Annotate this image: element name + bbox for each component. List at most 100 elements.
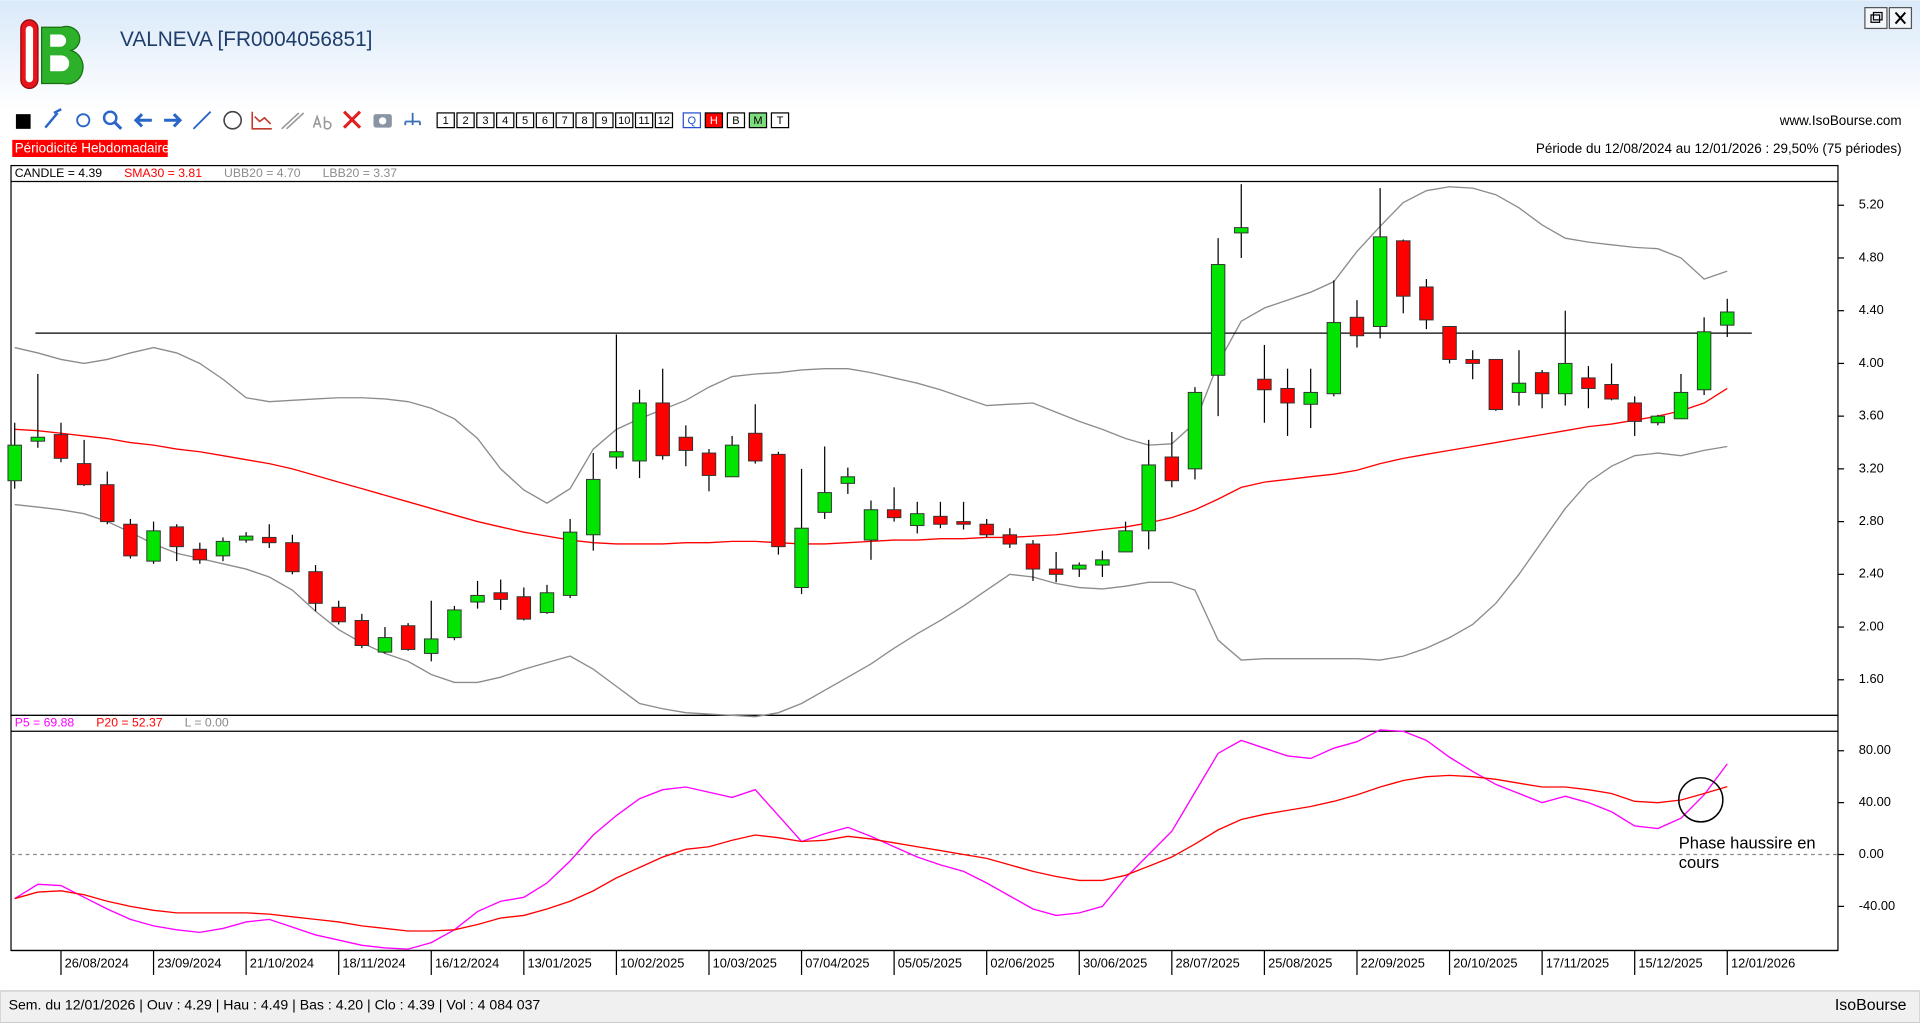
period-button[interactable] [654, 112, 674, 129]
y-tick-label: 3.60 [1859, 408, 1884, 423]
restore-button[interactable] [1864, 7, 1888, 30]
candle-body [146, 530, 161, 562]
close-button[interactable] [1888, 7, 1913, 30]
channel-tool[interactable] [281, 112, 305, 130]
pen-tool[interactable] [44, 108, 62, 129]
candle-body [1673, 391, 1689, 420]
y-tick-label: 2.80 [1859, 513, 1884, 528]
candle-body [238, 535, 254, 541]
candle-body [470, 594, 485, 603]
y-tick-label: 80.00 [1859, 742, 1891, 757]
candle-body [1465, 358, 1480, 364]
status-text: Sem. du 12/01/2026 | Ouv : 4.29 | Hau : … [9, 996, 541, 1012]
x-tick-label: 28/07/2025 [1176, 955, 1240, 970]
x-tick-label: 21/10/2024 [250, 955, 314, 970]
candle-body [1280, 387, 1295, 404]
zoom-tool[interactable] [102, 110, 118, 126]
color-tool[interactable] [15, 114, 31, 129]
window-title: VALNEVA [FR0004056851] [120, 28, 372, 51]
period-info: Période du 12/08/2024 au 12/01/2026 : 29… [1536, 141, 1902, 156]
candle-body [331, 606, 346, 623]
legend-entry: LBB20 = 3.37 [323, 166, 398, 180]
period-label: 5 [522, 115, 528, 127]
period-label: 7 [562, 115, 568, 127]
period-button[interactable] [615, 112, 634, 129]
candle-body [1650, 415, 1666, 424]
y-tick-label: 2.40 [1859, 566, 1884, 581]
target-tool[interactable] [76, 113, 91, 128]
period-button[interactable] [555, 112, 574, 129]
legend-entry: P5 = 69.88 [15, 716, 75, 730]
candle-body [701, 452, 717, 476]
annotation-circle [1678, 777, 1724, 823]
candle-body [1141, 464, 1156, 532]
candle-body [1257, 378, 1272, 391]
x-tick-label: 20/10/2025 [1453, 955, 1517, 970]
delete-tool[interactable] [342, 110, 362, 129]
candle-body [123, 523, 138, 557]
circle-tool[interactable] [223, 110, 243, 130]
x-tick-label: 10/03/2025 [713, 955, 777, 970]
mode-button[interactable] [726, 112, 746, 129]
candle-body [1581, 377, 1596, 389]
candle-body [1419, 286, 1434, 321]
candle-body [794, 527, 809, 589]
candle-body [1488, 358, 1504, 411]
annotation: Phase haussire en [1679, 833, 1816, 852]
text-tool[interactable] [312, 114, 332, 130]
period-button[interactable] [456, 112, 475, 129]
period-label: 1 [443, 115, 449, 127]
legend-entry: SMA30 = 3.81 [124, 166, 202, 180]
x-tick-label: 18/11/2024 [342, 955, 405, 970]
x-tick-label: 15/12/2025 [1638, 955, 1702, 970]
period-label: 3 [482, 115, 488, 127]
candle-body [910, 513, 925, 527]
y-tick-label: 0.00 [1859, 846, 1884, 861]
mode-label: Q [688, 115, 697, 127]
x-tick-label: 25/08/2025 [1268, 955, 1332, 970]
line-tool[interactable] [192, 111, 212, 130]
mode-button[interactable] [682, 112, 702, 129]
period-button[interactable] [575, 112, 594, 129]
y-tick-label: 1.60 [1859, 671, 1884, 686]
period-button[interactable] [535, 112, 555, 129]
period-button[interactable] [476, 112, 495, 129]
mode-button[interactable] [704, 112, 724, 129]
forward-tool[interactable] [164, 113, 183, 128]
x-tick-label: 02/06/2025 [990, 955, 1054, 970]
y-tick-label: -40.00 [1859, 898, 1895, 913]
trend-tool[interactable] [251, 111, 272, 130]
candle-body [655, 402, 670, 457]
candle-body [1048, 568, 1064, 575]
site-url[interactable]: www.IsoBourse.com [1779, 113, 1902, 128]
period-button[interactable] [496, 112, 515, 129]
candle-body [724, 444, 740, 478]
candle-body [863, 509, 879, 541]
period-button[interactable] [515, 112, 535, 129]
mode-label: T [777, 115, 784, 127]
x-tick-label: 30/06/2025 [1083, 955, 1147, 970]
back-tool[interactable] [133, 113, 152, 128]
annotation: cours [1679, 853, 1719, 872]
period-button[interactable] [634, 112, 654, 129]
periodicity-badge [12, 139, 168, 158]
mode-button[interactable] [748, 112, 768, 129]
period-button[interactable] [595, 112, 614, 129]
y-tick-label: 4.00 [1859, 355, 1884, 370]
candle-body [539, 592, 555, 614]
x-tick-label: 13/01/2025 [528, 955, 592, 970]
y-tick-label: 40.00 [1859, 794, 1891, 809]
legend-entry: P20 = 52.37 [96, 716, 163, 730]
candle-body [1095, 559, 1110, 566]
mode-label: M [753, 115, 762, 127]
tree-tool[interactable] [404, 112, 421, 126]
candle-body [1372, 236, 1388, 327]
mode-button[interactable] [770, 112, 790, 129]
legend-entry: L = 0.00 [185, 716, 229, 730]
period-button[interactable] [436, 112, 455, 129]
x-tick-label: 26/08/2024 [65, 955, 129, 970]
plot-layer: 1 2 3 4 5 6 7 8 9 10 11 12 Q H B M T1.602.002.402.803.20… [7, 112, 1895, 975]
x-tick-label: 07/04/2025 [805, 955, 869, 970]
candle-body [1118, 530, 1133, 553]
